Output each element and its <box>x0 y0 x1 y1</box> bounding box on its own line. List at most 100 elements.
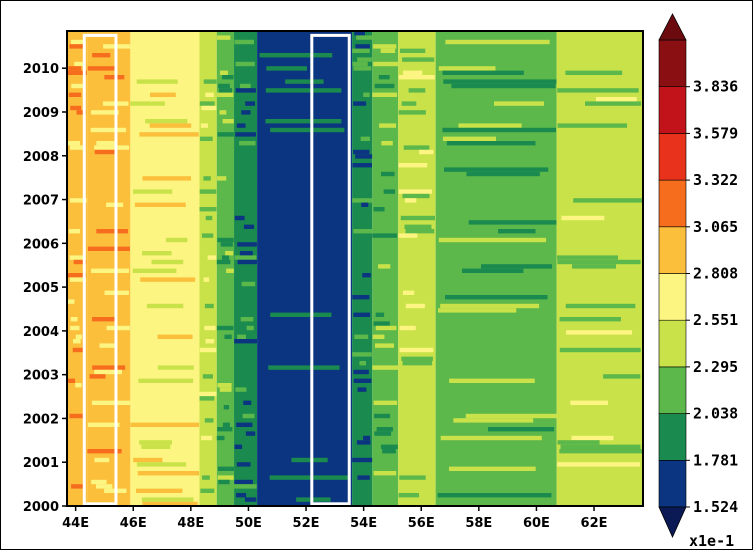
x-tick-label: 56E <box>408 516 435 531</box>
colorbar-tick-label: 3.579 <box>693 124 738 142</box>
band-cell <box>402 361 433 366</box>
band-cell <box>355 44 370 49</box>
band-cell <box>92 365 126 370</box>
band-cell <box>573 198 643 203</box>
band-cell <box>373 44 397 49</box>
band-cell <box>296 497 331 502</box>
band-cell <box>67 299 75 304</box>
colorbar-segment <box>658 226 687 274</box>
band-cell <box>239 141 256 146</box>
band-cell <box>444 167 549 172</box>
band-cell <box>281 347 319 353</box>
band-cell <box>199 391 217 397</box>
band-cell <box>559 317 621 322</box>
band-cell <box>221 255 230 260</box>
band-cell <box>70 325 80 331</box>
band-cell <box>136 79 178 84</box>
y-tick-label: 2000 <box>23 500 59 515</box>
band-cell <box>374 413 391 419</box>
band-cell <box>73 259 87 265</box>
band-cell <box>557 88 639 93</box>
band-cell <box>201 233 214 238</box>
band-cell <box>217 475 234 480</box>
band-cell <box>216 35 231 40</box>
band-cell <box>398 75 435 80</box>
band-cell <box>92 317 116 322</box>
band-cell <box>372 334 385 339</box>
band-cell <box>71 484 85 489</box>
band-cell <box>67 141 81 146</box>
x-tick-label: 58E <box>465 516 492 531</box>
band-cell <box>559 449 643 454</box>
band-cell <box>99 343 118 348</box>
band-cell <box>494 101 545 106</box>
band-cell <box>265 119 342 124</box>
band-cell <box>200 136 213 141</box>
colorbar-tick-label: 3.065 <box>693 218 738 236</box>
band-cell <box>352 352 372 357</box>
band-cell <box>468 220 557 225</box>
band-cell <box>92 53 111 58</box>
band-cell <box>442 70 524 75</box>
band-cell <box>151 259 184 265</box>
colorbar-tick-label: 1.781 <box>693 451 738 469</box>
band-cell <box>146 303 184 309</box>
y-tick-label: 2004 <box>23 325 59 340</box>
band-cell <box>353 149 370 155</box>
band-cell <box>595 97 637 102</box>
band-cell <box>69 277 86 282</box>
band-cell <box>566 330 633 335</box>
band-cell <box>445 39 550 45</box>
band-cell <box>133 457 163 463</box>
band-cell <box>438 66 496 71</box>
band-cell <box>372 365 399 370</box>
band-cell <box>216 325 234 331</box>
band-cell <box>274 383 320 388</box>
x-tick-label: 62E <box>581 516 608 531</box>
band-cell <box>234 444 243 449</box>
band-cell <box>399 347 434 353</box>
band-cell <box>94 145 130 150</box>
band-cell <box>94 457 110 463</box>
band-cell <box>70 317 78 322</box>
band-cell <box>560 444 641 449</box>
band-cell <box>204 325 216 331</box>
band-cell <box>403 70 423 75</box>
band-cell <box>69 44 84 49</box>
band-cell <box>571 435 614 441</box>
band-cell <box>438 237 547 243</box>
colorbar-tick-label: 2.551 <box>693 311 738 329</box>
band-cell <box>216 259 231 265</box>
band-cell <box>357 475 370 480</box>
band-cell <box>91 400 131 405</box>
band-cell <box>237 259 257 265</box>
band-cell <box>402 193 430 199</box>
band-cell <box>234 31 258 506</box>
colorbar-segment <box>658 133 687 181</box>
colorbar-tick-label: 2.295 <box>693 358 738 376</box>
band-cell <box>383 189 396 194</box>
y-tick-label: 2005 <box>23 281 59 296</box>
band-cell <box>216 31 235 506</box>
band-cell <box>259 163 289 168</box>
band-cell <box>353 229 373 234</box>
band-cell <box>223 405 230 410</box>
band-cell <box>357 387 367 392</box>
colorbar-under-triangle <box>658 506 687 538</box>
band-cell <box>294 325 334 331</box>
band-cell <box>419 149 434 155</box>
band-cell <box>242 413 255 419</box>
x-tick-label: 60E <box>523 516 550 531</box>
band-cell <box>257 185 352 190</box>
band-cell <box>353 312 371 317</box>
band-cell <box>235 493 247 498</box>
band-cell <box>75 383 82 388</box>
band-cell <box>451 83 556 89</box>
colorbar-segment <box>658 273 687 321</box>
y-tick-label: 2007 <box>23 194 59 209</box>
band-cell <box>70 105 82 111</box>
band-cell <box>265 88 342 93</box>
band-cell <box>461 268 524 273</box>
band-cell <box>446 141 536 146</box>
